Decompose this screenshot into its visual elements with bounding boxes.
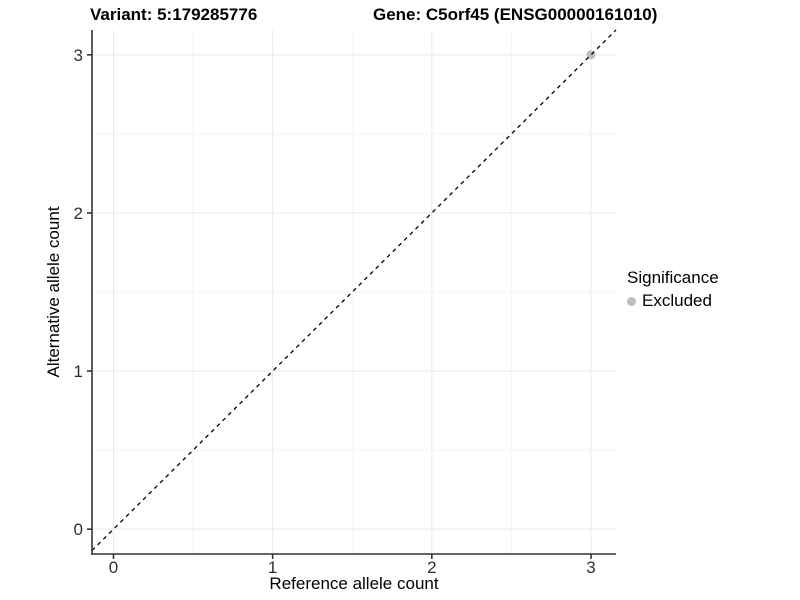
- legend-item-excluded: Excluded: [627, 291, 719, 311]
- x-tick-label: 2: [427, 558, 436, 577]
- x-tick-label: 0: [109, 558, 118, 577]
- y-tick-label: 2: [74, 204, 83, 223]
- x-tick-label: 3: [586, 558, 595, 577]
- excluded-point-icon: [627, 296, 636, 306]
- y-tick-label: 0: [74, 520, 83, 539]
- legend: Significance Excluded: [627, 268, 719, 311]
- x-axis-title: Reference allele count: [269, 574, 439, 593]
- plot-title-gene: Gene: C5orf45 (ENSG00000161010): [373, 5, 658, 24]
- legend-item-label: Excluded: [642, 291, 712, 310]
- legend-title: Significance: [627, 268, 719, 287]
- y-tick-label: 1: [74, 362, 83, 381]
- x-tick-label: 1: [268, 558, 277, 577]
- y-axis-title: Alternative allele count: [44, 206, 63, 378]
- identity-dashed-line: [91, 29, 617, 551]
- y-tick-label: 3: [74, 46, 83, 65]
- plot-title-variant: Variant: 5:179285776: [90, 5, 258, 24]
